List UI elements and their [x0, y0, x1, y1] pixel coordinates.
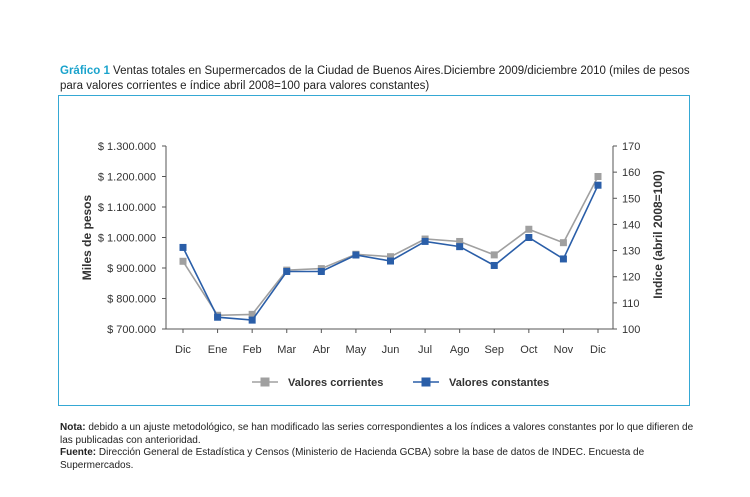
x-tick-label: Sep — [484, 344, 504, 356]
series-point — [594, 173, 602, 180]
chart-title: Gráfico 1 Ventas totales en Supermercado… — [60, 64, 700, 94]
series-point — [559, 255, 567, 263]
series-point — [456, 243, 464, 251]
series-point — [317, 267, 325, 275]
nota: Nota: debido a un ajuste metodológico, s… — [60, 422, 700, 447]
series-point — [179, 243, 187, 251]
series-point — [283, 267, 291, 275]
y-left-axis-label: Miles de pesos — [80, 194, 94, 280]
x-tick-label: Ene — [208, 344, 228, 356]
series-point — [248, 310, 256, 318]
series-point — [214, 313, 222, 321]
nota-label: Nota: — [60, 422, 86, 433]
y-right-tick-label: 100 — [622, 324, 640, 336]
series-point — [456, 237, 464, 245]
chart-title-lead: Gráfico 1 — [60, 65, 110, 77]
series-point — [559, 239, 567, 247]
x-tick-label: Nov — [554, 344, 574, 356]
x-tick-label: Oct — [520, 344, 537, 356]
series-point — [490, 251, 498, 259]
chart-title-text: Ventas totales en Supermercados de la Ci… — [60, 65, 690, 92]
series-point — [490, 261, 498, 269]
series-point — [421, 237, 429, 245]
series-point — [387, 253, 394, 261]
legend-marker — [421, 377, 431, 387]
series-point — [352, 251, 360, 259]
legend-label: Valores corrientes — [288, 377, 383, 389]
y-left-tick-label: $ 800.000 — [107, 294, 156, 306]
series-point — [387, 257, 394, 265]
legend-marker — [260, 377, 270, 387]
y-left-tick-label: $ 1.000.000 — [98, 233, 156, 245]
fuente-label: Fuente: — [60, 447, 97, 458]
y-left-tick-label: $ 700.000 — [107, 324, 156, 336]
y-right-tick-label: 130 — [622, 246, 640, 258]
x-tick-label: Mar — [277, 344, 296, 356]
fuente-text: Dirección General de Estadística y Censo… — [60, 447, 645, 471]
series-point — [525, 225, 533, 233]
nota-text: debido a un ajuste metodológico, se han … — [60, 422, 694, 446]
x-tick-label: Dic — [175, 344, 191, 356]
y-right-tick-label: 120 — [622, 272, 640, 284]
chart-frame — [58, 95, 690, 406]
series-point — [179, 257, 187, 265]
y-right-tick-label: 170 — [622, 141, 640, 153]
x-tick-label: Abr — [313, 344, 330, 356]
x-tick-label: Ago — [450, 344, 470, 356]
x-tick-label: Jul — [418, 344, 432, 356]
legend-label: Valores constantes — [449, 377, 549, 389]
series-line — [182, 176, 599, 317]
x-tick-label: Dic — [590, 344, 606, 356]
series-point — [248, 316, 256, 324]
y-right-axis-label: Indice (abril 2008=100) — [651, 170, 665, 298]
series-point — [525, 234, 533, 241]
y-left-tick-label: $ 1.100.000 — [98, 202, 156, 214]
series-line — [182, 184, 599, 321]
y-right-tick-label: 140 — [622, 219, 640, 231]
fuente: Fuente: Dirección General de Estadística… — [60, 447, 700, 472]
y-left-tick-label: $ 1.200.000 — [98, 172, 156, 184]
chart-notes: Nota: debido a un ajuste metodológico, s… — [60, 422, 700, 472]
y-left-tick-label: $ 900.000 — [107, 263, 156, 275]
series-point — [594, 181, 602, 189]
x-tick-label: May — [346, 344, 367, 356]
y-left-tick-label: $ 1.300.000 — [98, 141, 156, 153]
y-right-tick-label: 110 — [622, 298, 640, 310]
x-tick-label: Jun — [382, 344, 400, 356]
y-right-tick-label: 150 — [622, 193, 640, 205]
x-tick-label: Feb — [243, 344, 262, 356]
y-right-tick-label: 160 — [622, 167, 640, 179]
